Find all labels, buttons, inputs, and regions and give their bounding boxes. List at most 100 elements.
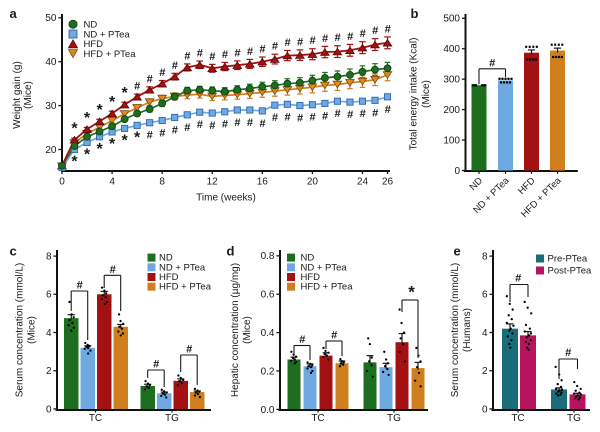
svg-text:*: * [109, 136, 116, 153]
svg-text:#: # [259, 44, 266, 56]
svg-text:#: # [334, 108, 341, 120]
svg-text:#: # [489, 58, 496, 70]
svg-text:6: 6 [482, 290, 488, 301]
svg-text:(Mice): (Mice) [27, 316, 38, 344]
svg-text:26: 26 [382, 177, 394, 188]
svg-text:Serum concentration (mmol/L): Serum concentration (mmol/L) [450, 263, 461, 398]
svg-text:#: # [515, 273, 522, 285]
svg-text:#: # [284, 37, 291, 49]
svg-text:30: 30 [45, 101, 57, 112]
svg-text:HFD: HFD [84, 39, 104, 50]
svg-text:12: 12 [207, 177, 219, 188]
svg-text:ND: ND [84, 20, 98, 31]
svg-text:#: # [186, 344, 193, 356]
svg-text:TC: TC [311, 413, 324, 424]
svg-text:ND: ND [301, 253, 315, 264]
svg-text:TG: TG [567, 413, 581, 424]
svg-text:*: * [109, 94, 116, 111]
svg-text:Total energy intake (Kcal): Total energy intake (Kcal) [409, 38, 420, 151]
svg-text:HFD: HFD [516, 175, 538, 197]
svg-text:*: * [84, 147, 91, 164]
svg-text:d: d [227, 244, 235, 259]
svg-text:TG: TG [165, 413, 179, 424]
svg-text:#: # [359, 28, 366, 40]
svg-text:TC: TC [511, 413, 524, 424]
svg-text:2: 2 [482, 366, 488, 377]
svg-text:c: c [10, 244, 17, 259]
svg-text:#: # [234, 47, 241, 59]
svg-text:0: 0 [482, 404, 488, 415]
svg-text:6: 6 [46, 290, 52, 301]
svg-text:200: 200 [443, 105, 460, 116]
svg-text:2: 2 [46, 366, 52, 377]
svg-text:400: 400 [443, 44, 460, 55]
svg-text:0.0: 0.0 [261, 405, 275, 416]
svg-text:#: # [247, 46, 254, 58]
svg-text:b: b [411, 6, 419, 21]
svg-text:#: # [309, 35, 316, 47]
svg-text:#: # [359, 108, 366, 120]
svg-text:100: 100 [443, 136, 460, 147]
svg-text:#: # [197, 48, 204, 60]
svg-text:8: 8 [482, 252, 488, 263]
svg-text:(Humans): (Humans) [462, 308, 473, 352]
svg-text:#: # [272, 41, 279, 53]
svg-text:*: * [71, 154, 78, 171]
svg-text:#: # [334, 32, 341, 44]
svg-text:#: # [222, 119, 229, 131]
svg-text:*: * [96, 102, 103, 119]
svg-text:#: # [197, 119, 204, 131]
svg-text:#: # [234, 117, 241, 129]
svg-text:e: e [454, 244, 461, 259]
svg-text:#: # [309, 112, 316, 124]
svg-text:#: # [172, 125, 179, 137]
svg-text:#: # [322, 33, 329, 45]
svg-text:0: 0 [59, 177, 65, 188]
svg-text:#: # [172, 60, 179, 72]
svg-text:0.8: 0.8 [261, 251, 275, 262]
svg-text:#: # [372, 107, 379, 119]
svg-text:#: # [347, 31, 354, 43]
svg-text:*: * [408, 283, 415, 302]
svg-text:0: 0 [46, 404, 52, 415]
svg-text:#: # [384, 23, 391, 35]
svg-text:4: 4 [482, 328, 488, 339]
svg-text:(Mice): (Mice) [242, 316, 253, 344]
svg-text:ND + PTea: ND + PTea [301, 262, 348, 273]
svg-text:#: # [109, 264, 116, 276]
svg-text:#: # [372, 25, 379, 37]
svg-text:*: * [71, 120, 78, 137]
svg-text:Post-PTea: Post-PTea [548, 266, 593, 277]
svg-text:HFD + PTea: HFD + PTea [84, 49, 137, 60]
svg-text:#: # [347, 109, 354, 121]
svg-text:#: # [247, 117, 254, 129]
svg-text:#: # [284, 111, 291, 123]
svg-text:#: # [184, 122, 191, 134]
svg-text:a: a [10, 6, 18, 21]
svg-text:ND + PTea: ND + PTea [84, 29, 131, 40]
svg-text:HFD: HFD [159, 272, 179, 283]
svg-text:0.6: 0.6 [261, 290, 275, 301]
svg-text:#: # [272, 112, 279, 124]
svg-text:#: # [147, 73, 154, 85]
svg-text:#: # [565, 347, 572, 359]
svg-text:#: # [222, 49, 229, 61]
svg-text:TC: TC [89, 413, 102, 424]
svg-text:#: # [153, 359, 160, 371]
svg-text:(Mice): (Mice) [421, 80, 432, 108]
svg-text:500: 500 [443, 14, 460, 25]
svg-text:#: # [147, 130, 154, 142]
svg-text:4: 4 [46, 328, 52, 339]
svg-text:#: # [259, 118, 266, 130]
svg-text:20: 20 [307, 177, 319, 188]
svg-text:#: # [331, 330, 338, 342]
svg-text:#: # [76, 280, 83, 292]
svg-text:40: 40 [45, 57, 57, 68]
svg-text:#: # [209, 120, 216, 132]
svg-text:50: 50 [45, 13, 57, 24]
svg-text:#: # [297, 113, 304, 125]
svg-text:20: 20 [45, 145, 57, 156]
svg-text:#: # [322, 110, 329, 122]
svg-text:#: # [134, 81, 141, 93]
svg-text:Hepatic concentration (µg/mg): Hepatic concentration (µg/mg) [230, 263, 241, 397]
